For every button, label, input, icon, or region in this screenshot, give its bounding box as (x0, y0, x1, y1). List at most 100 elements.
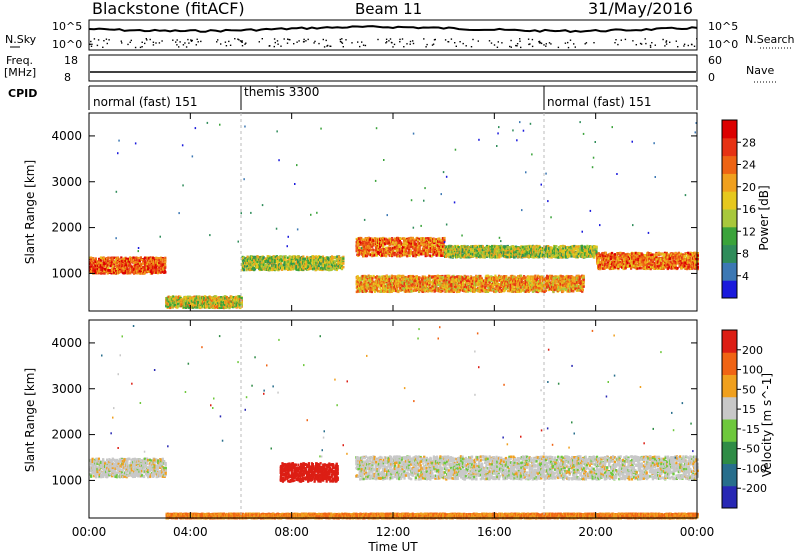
power-cell (245, 263, 249, 266)
noise-search-point (531, 38, 534, 41)
power-cell (130, 258, 133, 261)
power-cell (135, 256, 138, 259)
power-cell (138, 262, 141, 265)
power-cell (151, 265, 155, 269)
power-cell (372, 288, 375, 292)
power-cell (244, 265, 247, 268)
power-cell (304, 262, 307, 266)
power-cell (388, 286, 391, 289)
power-cell (164, 271, 167, 274)
power-cell (401, 253, 404, 257)
power-cell (127, 257, 130, 261)
noise-sky-trace (88, 25, 698, 34)
power-cell (437, 287, 440, 290)
noise-search-point (273, 38, 276, 40)
power-cell (246, 261, 249, 264)
power-cell (180, 303, 183, 306)
power-cell (383, 279, 386, 282)
power-cell (304, 260, 307, 264)
power-cell (149, 268, 152, 271)
power-cell (117, 257, 120, 261)
power-cell (256, 257, 259, 260)
power-cell (426, 250, 429, 254)
power-cell (373, 252, 377, 255)
power-cell (418, 245, 421, 249)
power-cell (385, 286, 388, 289)
power-cell (180, 298, 183, 302)
power-cell (237, 297, 240, 300)
power-cell (240, 297, 243, 300)
noise-search-point (241, 40, 243, 42)
noise-search-point (182, 44, 185, 46)
power-cell (392, 241, 395, 244)
power-cell (431, 275, 435, 279)
power-cell (387, 276, 390, 280)
power-cell (146, 259, 150, 262)
power-cell (120, 256, 123, 259)
power-cell (253, 267, 257, 271)
power-cell (224, 297, 227, 300)
power-cell (172, 303, 175, 307)
noise-search-point (564, 42, 567, 44)
power-cell (393, 237, 397, 240)
power-cell (211, 306, 214, 309)
noise-search-point (531, 45, 534, 48)
power-cell (233, 301, 237, 304)
power-cell (167, 300, 170, 303)
power-cell (292, 266, 295, 269)
power-cell (385, 280, 388, 284)
power-cell (311, 267, 315, 271)
noise-search-point (409, 43, 411, 45)
power-cell (396, 285, 399, 288)
power-cell (375, 248, 378, 251)
power-cell (422, 276, 425, 279)
power-cell (237, 305, 240, 308)
freq-tick-top: 18 (64, 54, 78, 67)
power-cell (398, 237, 401, 240)
power-cell (371, 277, 374, 280)
power-cell (111, 260, 114, 263)
power-cell (144, 271, 147, 274)
power-cell (209, 305, 212, 309)
noise-search-point (141, 41, 143, 43)
power-cell (385, 246, 388, 250)
power-cell (361, 288, 364, 292)
power-cell (329, 268, 332, 271)
power-cell (408, 251, 411, 255)
power-cell (419, 287, 422, 291)
power-cell (428, 283, 431, 286)
power-cell (439, 290, 442, 293)
power-cell (321, 255, 325, 258)
power-cell (340, 261, 344, 264)
power-cell (152, 267, 155, 270)
power-cell (330, 265, 333, 268)
noise-search-point (217, 39, 219, 41)
power-cell (358, 279, 361, 282)
power-cell (239, 303, 242, 307)
noise-search-point (220, 43, 222, 45)
power-cell (157, 268, 160, 272)
power-cell (406, 237, 409, 241)
power-cell (176, 303, 180, 306)
power-cell (196, 306, 199, 309)
power-cell (436, 279, 439, 282)
power-cell (165, 304, 168, 308)
noise-search-point (399, 38, 401, 41)
power-cell (324, 263, 327, 267)
power-cell (428, 244, 431, 248)
power-cell (397, 274, 400, 278)
power-cell (174, 303, 177, 307)
noise-search-point (185, 46, 188, 48)
power-cell (363, 249, 366, 253)
power-cell (393, 241, 396, 244)
noise-search-point (683, 43, 686, 45)
power-cell (233, 305, 236, 309)
power-cell (330, 255, 334, 258)
power-cell (216, 306, 219, 309)
power-cell (309, 261, 312, 265)
power-cell (399, 289, 402, 292)
power-cell (355, 279, 358, 283)
power-cell (269, 256, 272, 260)
power-cell (273, 262, 276, 265)
power-cell (218, 298, 221, 302)
